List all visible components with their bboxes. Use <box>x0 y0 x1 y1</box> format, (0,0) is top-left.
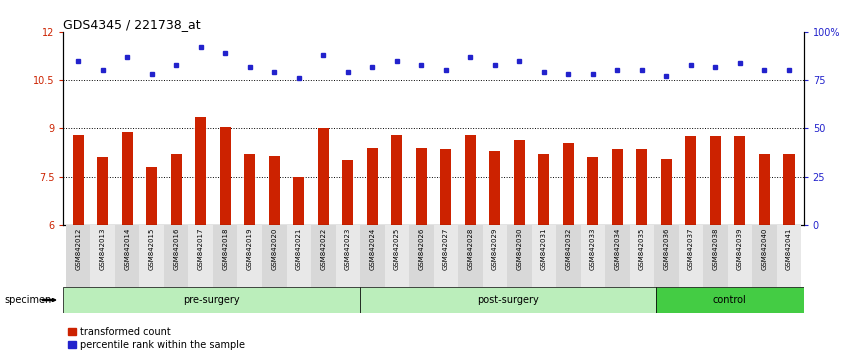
Bar <box>654 225 678 287</box>
Bar <box>777 225 801 287</box>
Text: post-surgery: post-surgery <box>477 295 538 305</box>
Bar <box>629 225 654 287</box>
Bar <box>360 225 385 287</box>
Bar <box>91 225 115 287</box>
Bar <box>220 127 231 225</box>
Bar <box>146 167 157 225</box>
Bar <box>415 148 427 225</box>
Bar <box>409 225 433 287</box>
Bar <box>238 225 262 287</box>
Bar <box>287 225 311 287</box>
Bar <box>656 287 804 313</box>
Text: GSM842035: GSM842035 <box>639 228 645 270</box>
Text: GSM842016: GSM842016 <box>173 228 179 270</box>
Bar <box>605 225 629 287</box>
Bar <box>703 225 728 287</box>
Text: GSM842024: GSM842024 <box>370 228 376 270</box>
Bar <box>66 225 91 287</box>
Bar <box>164 225 189 287</box>
Bar <box>360 287 656 313</box>
Text: GSM842027: GSM842027 <box>442 228 449 270</box>
Bar <box>433 225 458 287</box>
Text: GSM842020: GSM842020 <box>272 228 277 270</box>
Text: GSM842040: GSM842040 <box>761 228 767 270</box>
Text: GSM842038: GSM842038 <box>712 228 718 270</box>
Bar <box>115 225 140 287</box>
Text: GSM842023: GSM842023 <box>345 228 351 270</box>
Text: GSM842031: GSM842031 <box>541 228 547 270</box>
Bar <box>318 129 329 225</box>
Bar <box>531 225 556 287</box>
Text: GSM842033: GSM842033 <box>590 228 596 270</box>
Text: specimen: specimen <box>4 295 52 305</box>
Bar <box>458 225 482 287</box>
Bar <box>311 225 336 287</box>
Bar <box>343 160 354 225</box>
Bar <box>612 149 623 225</box>
Bar <box>140 225 164 287</box>
Text: GSM842012: GSM842012 <box>75 228 81 270</box>
Text: GSM842013: GSM842013 <box>100 228 106 270</box>
Bar <box>759 154 770 225</box>
Text: pre-surgery: pre-surgery <box>184 295 239 305</box>
Text: control: control <box>713 295 746 305</box>
Bar <box>514 139 525 225</box>
Bar <box>97 157 108 225</box>
Bar <box>213 225 238 287</box>
Bar <box>489 151 500 225</box>
Bar <box>556 225 580 287</box>
Text: GSM842029: GSM842029 <box>492 228 497 270</box>
Text: GSM842014: GSM842014 <box>124 228 130 270</box>
Bar <box>538 154 549 225</box>
Bar <box>63 287 360 313</box>
Bar <box>440 149 452 225</box>
Text: GSM842021: GSM842021 <box>296 228 302 270</box>
Bar <box>728 225 752 287</box>
Bar <box>734 136 745 225</box>
Bar <box>269 156 280 225</box>
Bar <box>244 154 255 225</box>
Text: GSM842032: GSM842032 <box>565 228 571 270</box>
Bar <box>563 143 574 225</box>
Bar <box>580 225 605 287</box>
Text: GSM842019: GSM842019 <box>247 228 253 270</box>
Text: GSM842018: GSM842018 <box>222 228 228 270</box>
Text: GSM842028: GSM842028 <box>467 228 474 270</box>
Bar <box>195 117 206 225</box>
Text: GSM842039: GSM842039 <box>737 228 743 270</box>
Bar <box>73 135 84 225</box>
Bar <box>262 225 287 287</box>
Bar <box>587 157 598 225</box>
Bar <box>710 136 721 225</box>
Text: GSM842041: GSM842041 <box>786 228 792 270</box>
Text: GSM842017: GSM842017 <box>198 228 204 270</box>
Text: GSM842037: GSM842037 <box>688 228 694 270</box>
Text: GDS4345 / 221738_at: GDS4345 / 221738_at <box>63 18 201 31</box>
Bar <box>122 132 133 225</box>
Bar <box>171 154 182 225</box>
Bar <box>752 225 777 287</box>
Bar <box>464 135 475 225</box>
Legend: transformed count, percentile rank within the sample: transformed count, percentile rank withi… <box>69 327 245 349</box>
Bar <box>685 136 696 225</box>
Text: GSM842026: GSM842026 <box>418 228 425 270</box>
Text: GSM842025: GSM842025 <box>393 228 400 270</box>
Bar <box>783 154 794 225</box>
Bar <box>661 159 672 225</box>
Bar <box>385 225 409 287</box>
Text: GSM842015: GSM842015 <box>149 228 155 270</box>
Bar <box>336 225 360 287</box>
Text: GSM842034: GSM842034 <box>614 228 620 270</box>
Bar <box>636 149 647 225</box>
Bar <box>294 177 305 225</box>
Bar <box>392 135 403 225</box>
Bar <box>189 225 213 287</box>
Bar <box>482 225 507 287</box>
Text: GSM842030: GSM842030 <box>516 228 522 270</box>
Text: GSM842036: GSM842036 <box>663 228 669 270</box>
Bar <box>678 225 703 287</box>
Text: GSM842022: GSM842022 <box>321 228 327 270</box>
Bar <box>367 148 378 225</box>
Bar <box>507 225 531 287</box>
